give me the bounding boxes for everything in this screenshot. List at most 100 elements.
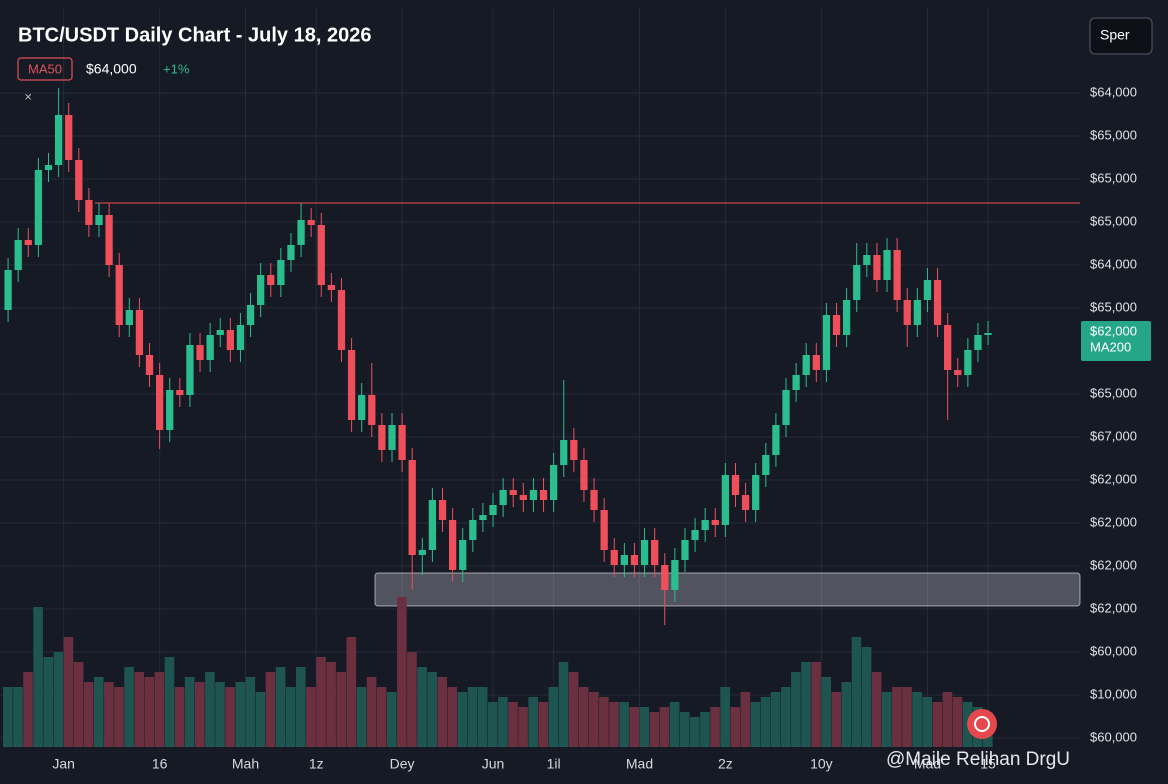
candle-body (186, 345, 194, 395)
candle-body (65, 115, 73, 160)
y-tick-label: $62,000 (1090, 600, 1137, 615)
volume-bar (871, 672, 882, 747)
legend-box (17, 57, 73, 81)
candle-body (782, 390, 790, 425)
candle-body (166, 390, 174, 430)
volume-bar (861, 647, 872, 747)
candle-body (529, 490, 538, 500)
candle-body (317, 225, 325, 285)
candle-body (135, 310, 144, 355)
volume-bar (710, 707, 720, 747)
candle-body (519, 495, 527, 500)
candle-body (731, 475, 740, 495)
x-tick-label: 10y (810, 756, 833, 772)
candle-body (145, 355, 154, 375)
candle-body (974, 335, 982, 350)
overlays (95, 202, 1081, 607)
x-tick-label: Jan (52, 756, 75, 772)
volume-bar (932, 702, 943, 747)
button-label[interactable]: Sper (1100, 27, 1130, 43)
candle-body (388, 425, 396, 450)
x-tick-label: 2z (718, 756, 733, 772)
button[interactable] (1089, 17, 1153, 55)
candle-body (125, 310, 133, 325)
volume-bar (811, 662, 821, 747)
volume-bar (730, 707, 741, 747)
candle-body (14, 240, 22, 270)
volume-bar (498, 697, 508, 747)
candle-body (681, 540, 689, 560)
candle-body (469, 520, 477, 540)
volume-bar (700, 712, 710, 747)
candle-body (368, 395, 376, 425)
volume-bar (33, 607, 43, 747)
volume-bar (235, 682, 246, 747)
candle-body (246, 305, 255, 325)
volume-bar (467, 687, 478, 747)
candle-body (479, 515, 487, 520)
candle-body (277, 260, 285, 285)
alert-icon[interactable] (967, 709, 997, 739)
volume-bar (629, 707, 640, 747)
axes: $64,000 $65,000 $65,000 $65,000 $64,000 $65,0… (52, 84, 1151, 772)
candle-body (44, 165, 53, 170)
y-tick-label: $64,000 (1090, 84, 1137, 99)
candle-body (54, 115, 63, 165)
candle-body (257, 275, 265, 305)
candle-body (853, 265, 861, 300)
y-tick-label: $62,000 (1090, 471, 1137, 486)
candle-body (752, 475, 760, 510)
price-badge (1081, 321, 1151, 361)
candle-body (448, 520, 457, 570)
watermark: @Maile Relihan DrgU (886, 749, 1070, 770)
volume-bar (619, 702, 629, 747)
volume-bar (952, 697, 963, 747)
candle-body (297, 220, 305, 245)
volume-bar (23, 672, 33, 747)
candle-body (85, 200, 93, 225)
volume-bar (63, 637, 74, 747)
volume-bar (801, 662, 811, 747)
volume-bar (831, 692, 842, 747)
candle-body (570, 440, 578, 460)
y-tick-label: $65,000 (1090, 213, 1137, 228)
y-tick-label: $60,000 (1090, 729, 1137, 744)
volume-bar (599, 697, 609, 747)
volume-bar (841, 682, 852, 747)
volume-bar (245, 677, 256, 747)
volume-bar (780, 687, 791, 747)
volume-bar (205, 672, 215, 747)
volume-bar (659, 707, 670, 747)
candle-body (661, 565, 669, 590)
candle-body (196, 345, 204, 360)
y-tick-label: $62,000 (1090, 557, 1137, 572)
volume-pane (3, 597, 993, 747)
candle-body (499, 490, 507, 505)
candle-body (832, 315, 841, 335)
x-tick-label: Mah (232, 756, 259, 772)
y-tick-label: $65,000 (1090, 299, 1137, 314)
candle-body (630, 555, 639, 565)
volume-bar (144, 677, 155, 747)
volume-bar (184, 677, 195, 747)
candle-body (741, 495, 750, 510)
legend-change: +1% (163, 61, 190, 76)
x-tick-label: Mad (626, 756, 653, 772)
volume-bar (346, 637, 357, 747)
x-tick-label: 15 (980, 756, 996, 772)
candle-body (327, 285, 336, 290)
volume-bar (336, 672, 347, 747)
candle-body (822, 315, 831, 370)
candle-body (539, 490, 548, 500)
volume-bar (568, 672, 579, 747)
y-tick-label: $62,000 (1090, 514, 1137, 529)
candle-body (206, 335, 214, 360)
volume-bar (942, 692, 953, 747)
candle-body (509, 490, 517, 495)
volume-bar (386, 692, 397, 747)
volume-bar (437, 677, 448, 747)
volume-bar (669, 702, 680, 747)
y-tick-label: $64,000 (1090, 256, 1137, 271)
support-zone (374, 572, 1081, 607)
